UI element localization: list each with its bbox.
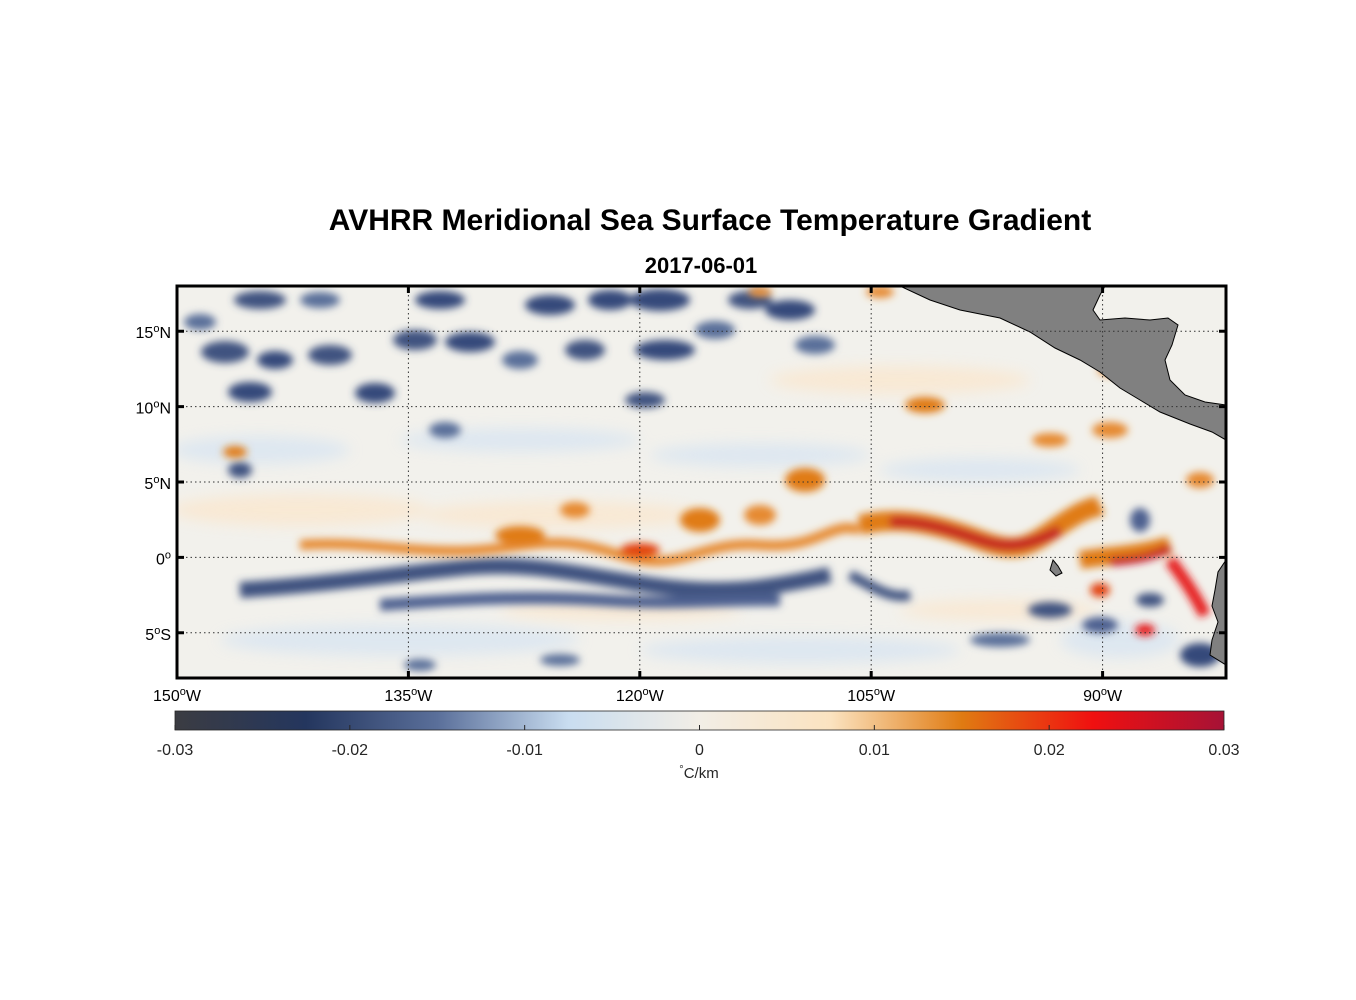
lon-degree-symbol: o <box>411 686 417 698</box>
colorbar-tick-label: -0.03 <box>157 742 194 759</box>
lat-tick-label: 15oN <box>136 323 171 342</box>
lat-tick-label: 10oN <box>136 399 171 418</box>
colorbar-tick-label: 0 <box>695 742 704 759</box>
lon-hemisphere: W <box>649 688 665 705</box>
lat-tick-label: 5oS <box>145 625 171 644</box>
colorbar-tick-label: 0.01 <box>859 742 890 759</box>
unit-text: C/km <box>684 765 719 782</box>
lat-degree-symbol: o <box>154 625 160 637</box>
lon-degree-value: 90 <box>1083 688 1101 705</box>
lat-degree-value: 5 <box>145 627 154 644</box>
lon-degree-value: 135 <box>384 688 411 705</box>
lat-degree-symbol: o <box>165 549 171 561</box>
colorbar: -0.03 -0.02 -0.01 0 0.01 0.02 0.03 °C/km <box>157 710 1240 782</box>
lat-degree-value: 0 <box>156 551 165 568</box>
central-america-land <box>899 286 1226 441</box>
colorbar-ticks: -0.03 -0.02 -0.01 0 0.01 0.02 0.03 <box>157 725 1240 759</box>
lat-hemisphere: N <box>159 476 171 493</box>
lat-degree-value: 5 <box>144 476 153 493</box>
field-texture <box>177 366 1180 664</box>
lat-hemisphere: N <box>159 401 171 418</box>
lat-hemisphere: N <box>159 325 171 342</box>
lon-hemisphere: W <box>186 688 202 705</box>
longitude-labels: 150oW 135oW 120oW 105oW 90oW <box>153 686 1123 705</box>
lat-degree-value: 10 <box>136 401 154 418</box>
lon-degree-value: 150 <box>153 688 180 705</box>
equatorial-positive-front <box>223 286 1214 636</box>
land-masses <box>899 286 1226 666</box>
galapagos-island <box>1049 558 1063 577</box>
lon-tick-label: 120oW <box>616 686 665 705</box>
unit-degree: ° <box>679 764 683 776</box>
lat-degree-symbol: o <box>153 323 159 335</box>
south-america-land <box>1209 559 1226 666</box>
colorbar-unit-label: °C/km <box>679 764 718 782</box>
northern-negative-eddies <box>184 289 835 478</box>
lon-degree-symbol: o <box>643 686 649 698</box>
colorbar-tick-label: 0.03 <box>1208 742 1239 759</box>
lon-degree-symbol: o <box>874 686 880 698</box>
lon-degree-symbol: o <box>180 686 186 698</box>
lon-degree-value: 120 <box>616 688 643 705</box>
lat-tick-label: 5oN <box>144 474 171 493</box>
lat-hemisphere: S <box>160 627 171 644</box>
lat-degree-value: 15 <box>136 325 154 342</box>
lon-degree-value: 105 <box>847 688 874 705</box>
lon-tick-label: 90oW <box>1083 686 1123 705</box>
lon-degree-symbol: o <box>1101 686 1107 698</box>
southern-negative-band <box>239 508 1220 671</box>
lon-hemisphere: W <box>1107 688 1123 705</box>
lon-hemisphere: W <box>417 688 433 705</box>
colorbar-tick-label: 0.02 <box>1034 742 1065 759</box>
lat-tick-label: 0o <box>156 549 171 568</box>
lat-degree-symbol: o <box>153 474 159 486</box>
colorbar-tick-label: -0.01 <box>506 742 543 759</box>
lon-tick-label: 135oW <box>384 686 433 705</box>
map-axis-ticks <box>175 286 1226 678</box>
lon-tick-label: 105oW <box>847 686 896 705</box>
graticule <box>177 286 1226 678</box>
lon-hemisphere: W <box>880 688 896 705</box>
map-subtitle: 2017-06-01 <box>644 253 758 278</box>
lat-degree-symbol: o <box>153 399 159 411</box>
colorbar-tick-label: -0.02 <box>332 742 369 759</box>
map-title: AVHRR Meridional Sea Surface Temperature… <box>328 204 1092 237</box>
sst-gradient-field <box>177 286 1226 678</box>
lon-tick-label: 150oW <box>153 686 202 705</box>
